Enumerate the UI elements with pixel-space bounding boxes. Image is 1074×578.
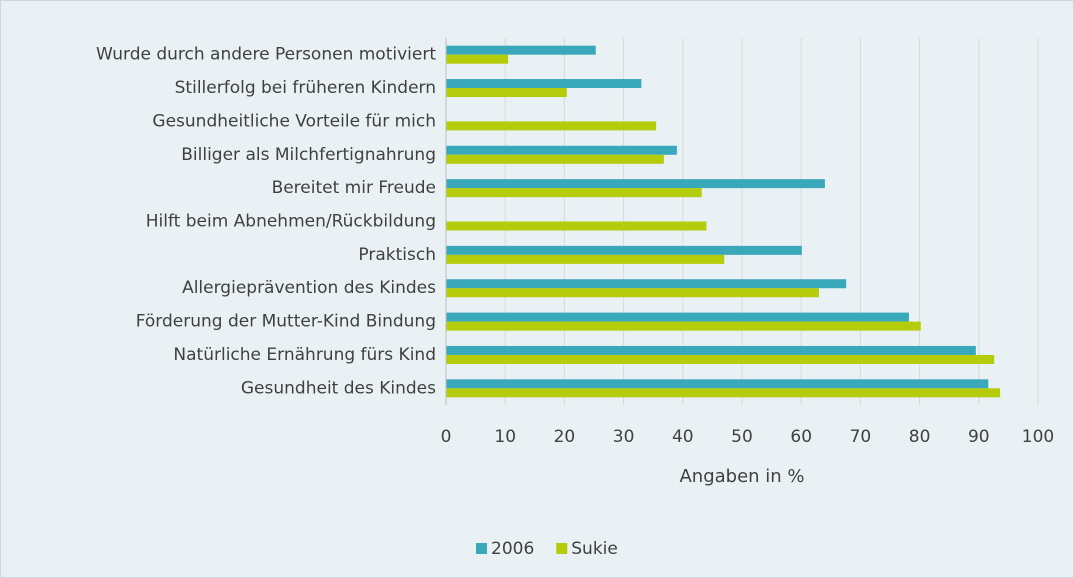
x-tick-label: 30 [613,427,635,447]
x-tick-label: 80 [909,427,931,447]
y-tick-label: Wurde durch andere Personen motiviert [96,45,436,65]
y-tick-label: Gesundheitliche Vorteile für mich [152,111,436,131]
x-tick-label: 0 [441,427,452,447]
y-tick-label: Bereitet mir Freude [272,178,436,198]
y-tick-label: Gesundheit des Kindes [241,378,436,398]
bar [446,45,596,55]
y-tick-label: Stillerfolg bei früheren Kindern [175,78,436,98]
bar [446,54,509,64]
bar [446,245,802,255]
bar [446,354,995,364]
y-tick-label: Förderung der Mutter-Kind Bindung [136,312,436,332]
legend-label: 2006 [491,539,534,559]
y-tick-label: Natürliche Ernährung fürs Kind [173,345,436,365]
y-tick-label: Hilft beim Abnehmen/Rückbildung [146,212,436,232]
bar [446,154,664,164]
y-tick-label: Allergieprävention des Kindes [182,278,436,298]
x-tick-label: 20 [554,427,576,447]
bar [446,145,677,155]
legend-swatch [556,543,568,554]
bar [446,312,909,322]
y-tick-label: Billiger als Milchfertignahrung [181,145,436,165]
bar [446,88,567,98]
bar [446,179,825,189]
legend-swatch [476,543,487,554]
bar [446,288,819,298]
x-tick-label: 70 [850,427,872,447]
x-tick-label: 60 [790,427,812,447]
x-tick-label: 40 [672,427,694,447]
bar [446,388,1001,398]
legend-label: Sukie [571,539,618,559]
x-tick-label: 50 [731,427,753,447]
bar [446,279,847,289]
bar [446,221,707,231]
bar [446,254,725,264]
y-tick-label: Praktisch [358,245,436,265]
x-axis-label: Angaben in % [679,466,804,487]
bar [446,121,657,131]
x-tick-label: 10 [494,427,516,447]
bar [446,321,921,331]
bar [446,379,989,389]
bar [446,345,976,355]
bar [446,188,702,198]
bar [446,79,642,89]
x-tick-label: 100 [1022,427,1054,447]
x-tick-label: 90 [968,427,990,447]
